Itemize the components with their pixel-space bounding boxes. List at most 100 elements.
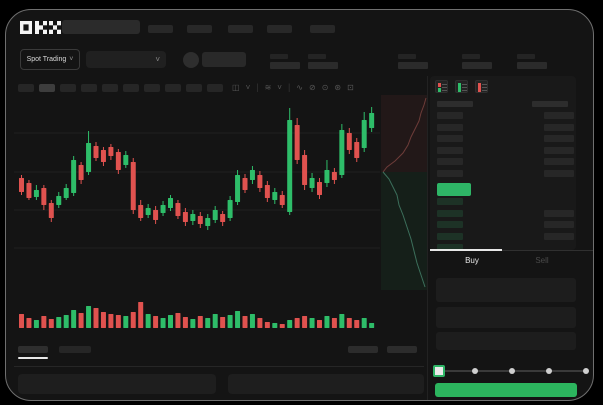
volume-bar <box>78 313 84 328</box>
timeframe-button[interactable] <box>207 84 223 92</box>
nav-item[interactable] <box>187 25 212 33</box>
book-combined-icon[interactable] <box>435 80 448 93</box>
bid-amount-placeholder <box>544 209 574 217</box>
nav-item[interactable] <box>267 25 292 33</box>
stat-value-placeholder <box>462 62 492 69</box>
bid-price-placeholder[interactable] <box>437 221 463 229</box>
slider-step-dot[interactable] <box>583 368 589 374</box>
chart-settings-icon[interactable]: ⊛ <box>334 82 342 92</box>
chevron-down-icon[interactable]: ˅ <box>245 82 251 92</box>
last-price-badge[interactable] <box>437 183 471 196</box>
ask-price-placeholder[interactable] <box>437 146 463 154</box>
bid-price-placeholder[interactable] <box>437 232 463 240</box>
volume-bar <box>212 314 218 328</box>
ask-amount-placeholder <box>544 146 574 154</box>
order-book-col-price <box>437 101 473 107</box>
coin-icon <box>183 52 199 68</box>
timeframe-button[interactable] <box>102 84 118 92</box>
timeframe-button[interactable] <box>81 84 97 92</box>
ask-price-placeholder[interactable] <box>437 170 463 177</box>
order-form-field[interactable] <box>436 278 576 302</box>
candle <box>302 150 308 190</box>
tab-buy[interactable]: Buy <box>465 256 479 265</box>
candlestick-chart[interactable] <box>14 96 380 336</box>
ask-price-placeholder[interactable] <box>437 135 463 143</box>
bottom-right-item[interactable] <box>348 346 378 353</box>
volume-bar <box>160 318 166 328</box>
bottom-tab[interactable] <box>18 346 48 353</box>
chevron-down-icon[interactable]: ˅ <box>277 82 282 92</box>
active-tab-indicator <box>430 249 502 251</box>
volume-bar <box>205 318 211 328</box>
bid-price-placeholder[interactable] <box>437 244 463 252</box>
order-form-field[interactable] <box>436 307 576 328</box>
candle <box>56 192 62 208</box>
volume-bar <box>138 302 144 328</box>
slider-step-dot[interactable] <box>472 368 478 374</box>
candle <box>19 175 24 195</box>
timeframe-button[interactable] <box>60 84 76 92</box>
volume-bar <box>361 318 367 328</box>
volume-bar <box>220 317 226 328</box>
candle <box>168 195 173 211</box>
stat-label-placeholder <box>308 54 326 59</box>
bottom-tab[interactable] <box>59 346 91 353</box>
candle <box>26 180 32 200</box>
candle <box>41 185 47 210</box>
bottom-right-item[interactable] <box>387 346 417 353</box>
market-type-label: Spot Trading <box>26 56 67 63</box>
bid-price-placeholder[interactable] <box>437 198 463 205</box>
nav-item[interactable] <box>310 25 335 33</box>
slider-step-dot[interactable] <box>509 368 515 374</box>
bottom-panel[interactable] <box>18 374 216 394</box>
draw-tool-icon[interactable]: ⊘ <box>309 82 316 92</box>
timeframe-button[interactable] <box>39 84 55 92</box>
ask-price-placeholder[interactable] <box>437 158 463 166</box>
book-asks-icon[interactable] <box>475 80 488 93</box>
volume-bar <box>108 314 114 328</box>
candle <box>145 204 151 218</box>
ask-price-placeholder[interactable] <box>437 123 463 131</box>
candle <box>190 210 196 225</box>
buy-submit-button[interactable] <box>435 383 577 397</box>
volume-bar <box>175 313 181 328</box>
volume-bar <box>302 316 308 328</box>
bottom-panel[interactable] <box>228 374 424 394</box>
candle <box>197 212 203 228</box>
bids-depth-line <box>382 171 426 288</box>
line-tool-icon[interactable]: ∿ <box>296 82 303 92</box>
bid-price-placeholder[interactable] <box>437 209 463 217</box>
market-type-selector[interactable]: Spot Trading ˅ <box>20 49 80 70</box>
timeframe-button[interactable] <box>186 84 202 92</box>
timeframe-button[interactable] <box>18 84 34 92</box>
snapshot-icon[interactable]: ⊙ <box>321 82 329 92</box>
volume-bar <box>249 314 255 328</box>
volume-bar <box>294 318 300 328</box>
candle <box>63 184 69 200</box>
nav-item[interactable] <box>228 25 253 33</box>
timeframe-button[interactable] <box>165 84 181 92</box>
candle-style-icon[interactable]: ◫ <box>232 82 240 92</box>
tab-sell[interactable]: Sell <box>535 256 549 265</box>
book-bids-icon[interactable] <box>455 80 468 93</box>
fullscreen-icon[interactable]: ⊡ <box>347 82 354 92</box>
candle <box>71 156 77 196</box>
slider-step-dot[interactable] <box>546 368 552 374</box>
nav-item[interactable] <box>148 25 173 33</box>
volume-bar <box>48 319 54 328</box>
pair-dropdown[interactable]: ˅ <box>86 51 166 68</box>
order-form-field[interactable] <box>436 332 576 350</box>
timeframe-button[interactable] <box>144 84 160 92</box>
bid-amount-placeholder <box>544 232 574 240</box>
indicators-icon[interactable]: ≋ <box>264 82 272 92</box>
volume-bar <box>324 316 330 328</box>
candle <box>130 158 136 214</box>
search-input[interactable] <box>62 20 140 34</box>
volume-bar <box>56 317 62 328</box>
order-book-col-amount <box>532 101 568 107</box>
ask-amount-placeholder <box>544 158 574 166</box>
slider-handle[interactable] <box>433 365 445 377</box>
ask-price-placeholder[interactable] <box>437 112 463 119</box>
volume-bar <box>63 315 69 328</box>
timeframe-button[interactable] <box>123 84 139 92</box>
